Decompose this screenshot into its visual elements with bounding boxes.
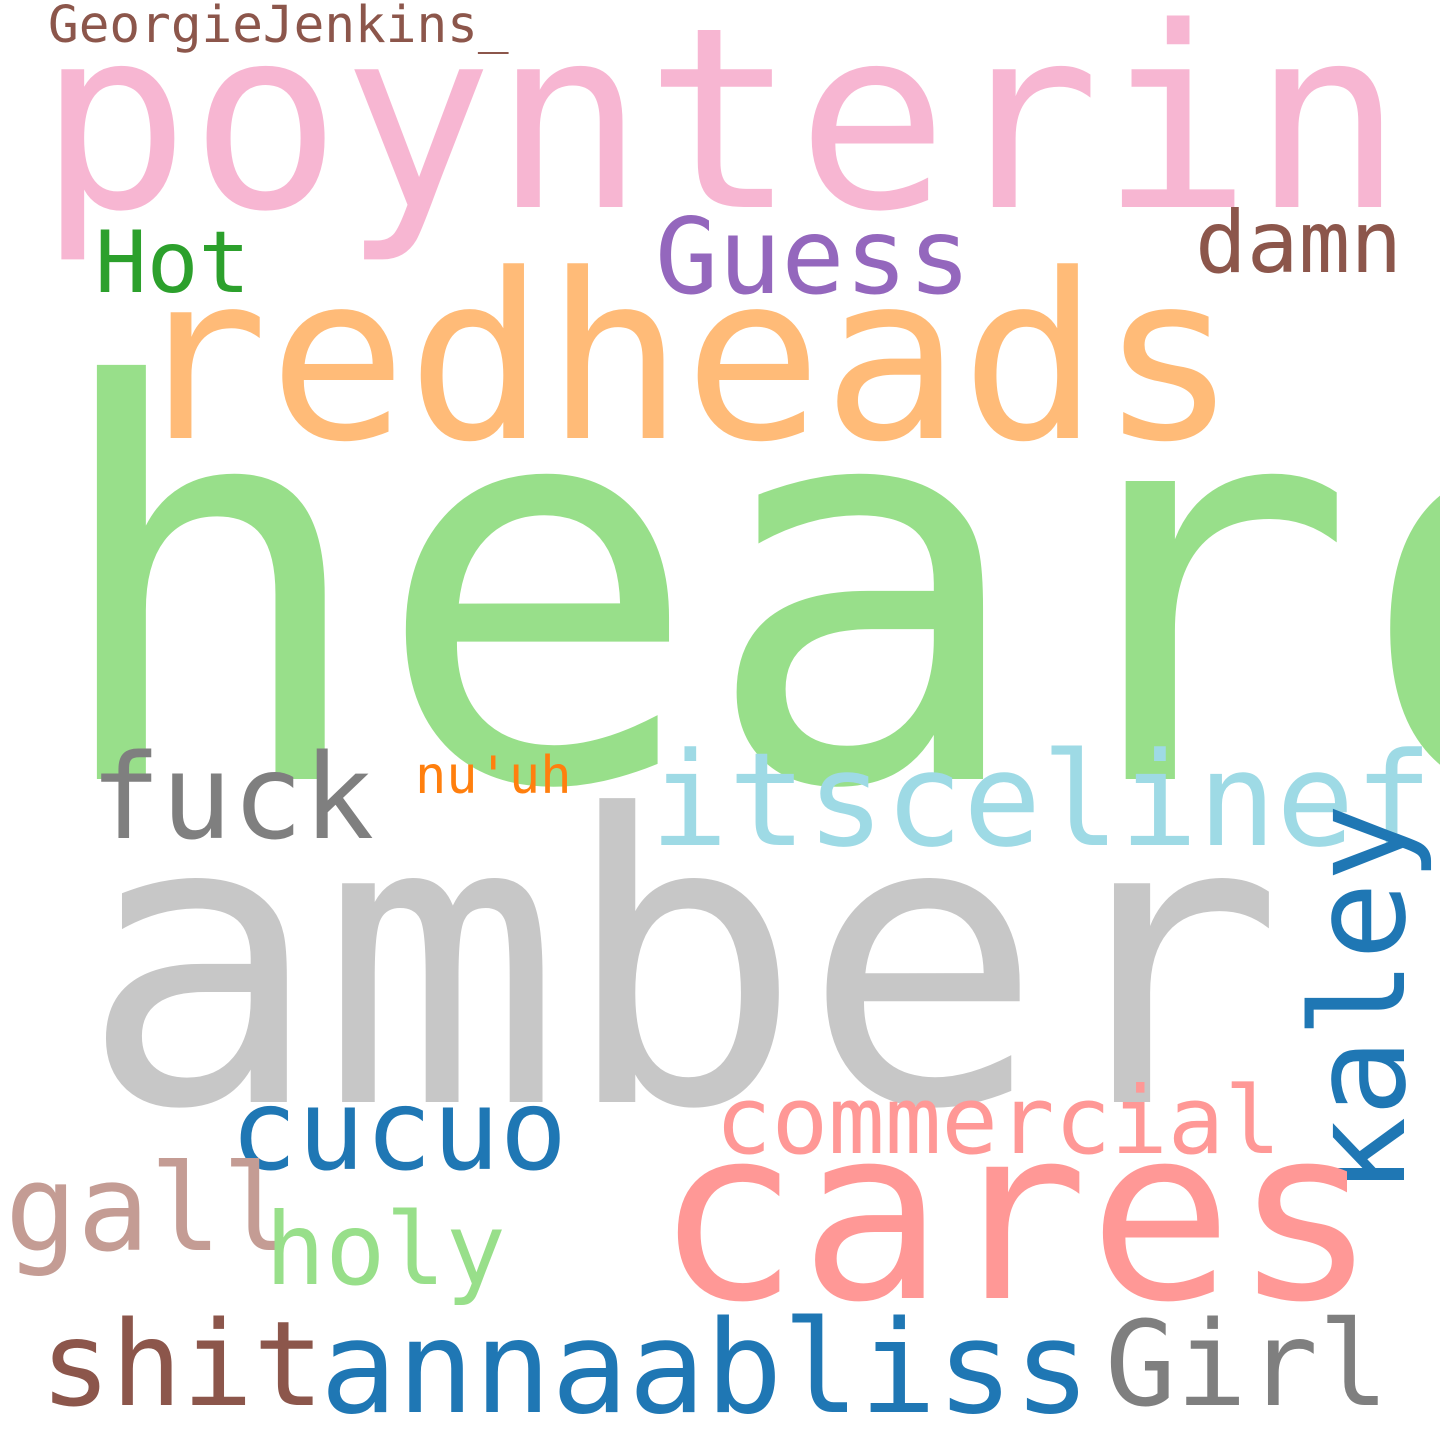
word-amber: amber: [80, 732, 1285, 1197]
word-nuuh: nu'uh: [415, 746, 572, 806]
word-commercial: commercial: [715, 1067, 1281, 1176]
word-shit: shit: [40, 1295, 325, 1433]
word-cares: cares: [655, 1075, 1378, 1355]
word-damn: damn: [1195, 193, 1403, 293]
word-fuck: fuck: [90, 728, 375, 866]
word-cucuo: cucuo: [230, 1066, 568, 1196]
word-girl: Girl: [1105, 1295, 1390, 1433]
word-itscelineful: itscelineful: [650, 724, 1440, 876]
word-poynterin: poynterin: [38, 0, 1404, 267]
word-gall: gall: [5, 1140, 294, 1279]
word-redheads: redheads: [130, 226, 1238, 493]
word-annaabliss: annaabliss: [320, 1294, 1091, 1440]
word-guess: Guess: [655, 196, 972, 318]
word-georgiejenkins: GeorgieJenkins_: [48, 0, 509, 55]
word-heard: heard: [45, 273, 1440, 908]
word-holy: holy: [265, 1191, 506, 1308]
word-hot: Hot: [95, 213, 251, 313]
